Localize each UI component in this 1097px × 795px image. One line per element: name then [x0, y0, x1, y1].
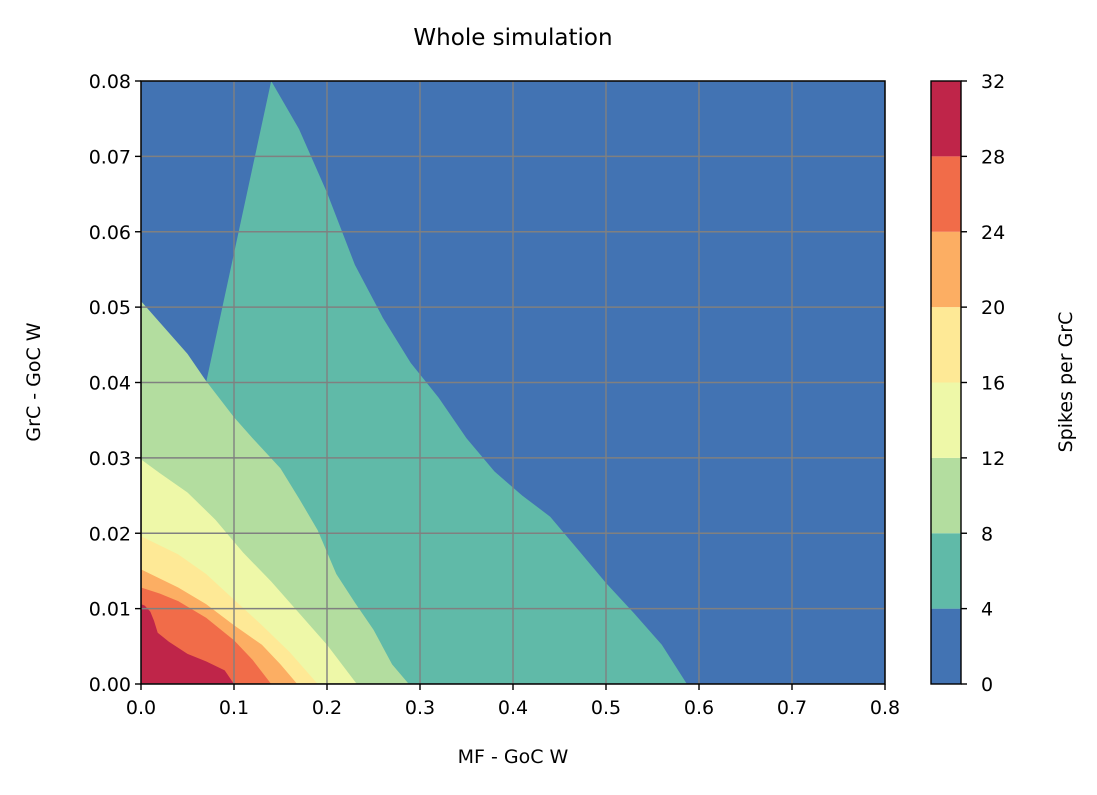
x-tick-label: 0.4 [498, 697, 528, 719]
colorbar-swatch-28-32 [931, 81, 961, 157]
y-tick-label: 0.07 [89, 146, 131, 168]
colorbar-swatch-4-8 [931, 533, 961, 609]
x-tick-label: 0.1 [219, 697, 249, 719]
x-tick-label: 0.5 [591, 697, 621, 719]
x-tick-label: 0.2 [312, 697, 342, 719]
plot-area [141, 81, 885, 684]
colorbar-swatch-20-24 [931, 231, 961, 308]
colorbar-tick-label: 4 [981, 599, 993, 621]
colorbar-label: Spikes per GrC [1055, 312, 1077, 453]
colorbar-swatch-12-16 [931, 382, 961, 458]
x-tick-label: 0.7 [777, 697, 807, 719]
colorbar-swatch-24-28 [931, 156, 961, 232]
y-axis-label: GrC - GoC W [23, 322, 45, 441]
contour-band-28-32 [141, 604, 234, 684]
x-tick-label: 0.0 [126, 697, 156, 719]
x-tick-label: 0.8 [870, 697, 900, 719]
x-tick-label: 0.3 [405, 697, 435, 719]
colorbar-tick-label: 8 [981, 523, 993, 545]
colorbar-tick-label: 32 [981, 71, 1005, 93]
chart-title: Whole simulation [413, 25, 612, 51]
colorbar-tick-label: 20 [981, 297, 1005, 319]
colorbar-swatch-16-20 [931, 307, 961, 383]
y-tick-label: 0.01 [89, 599, 131, 621]
y-tick-label: 0.06 [89, 222, 131, 244]
colorbar-tick-label: 0 [981, 674, 993, 696]
y-tick-label: 0.00 [89, 674, 131, 696]
colorbar-swatch-0-4 [931, 608, 961, 684]
colorbar-tick-label: 28 [981, 146, 1005, 168]
y-tick-label: 0.05 [89, 297, 131, 319]
colorbar-tick-label: 24 [981, 222, 1005, 244]
colorbar-tick-label: 16 [981, 373, 1005, 395]
y-tick-label: 0.08 [89, 71, 131, 93]
grid-lines [141, 81, 885, 684]
x-axis-label: MF - GoC W [458, 746, 569, 768]
x-tick-label: 0.6 [684, 697, 714, 719]
colorbar-swatch-8-12 [931, 457, 961, 534]
y-tick-label: 0.03 [89, 448, 131, 470]
y-axis: 0.00 0.01 0.02 0.03 0.04 0.05 0.06 0.07 0.08 [89, 71, 141, 696]
colorbar: 0 4 8 12 16 20 24 28 32 [930, 71, 1005, 696]
colorbar-tick-label: 12 [981, 448, 1005, 470]
y-tick-label: 0.02 [89, 523, 131, 545]
y-tick-label: 0.04 [89, 373, 131, 395]
x-axis: 0.0 0.1 0.2 0.3 0.4 0.5 0.6 0.7 0.8 [126, 684, 900, 719]
